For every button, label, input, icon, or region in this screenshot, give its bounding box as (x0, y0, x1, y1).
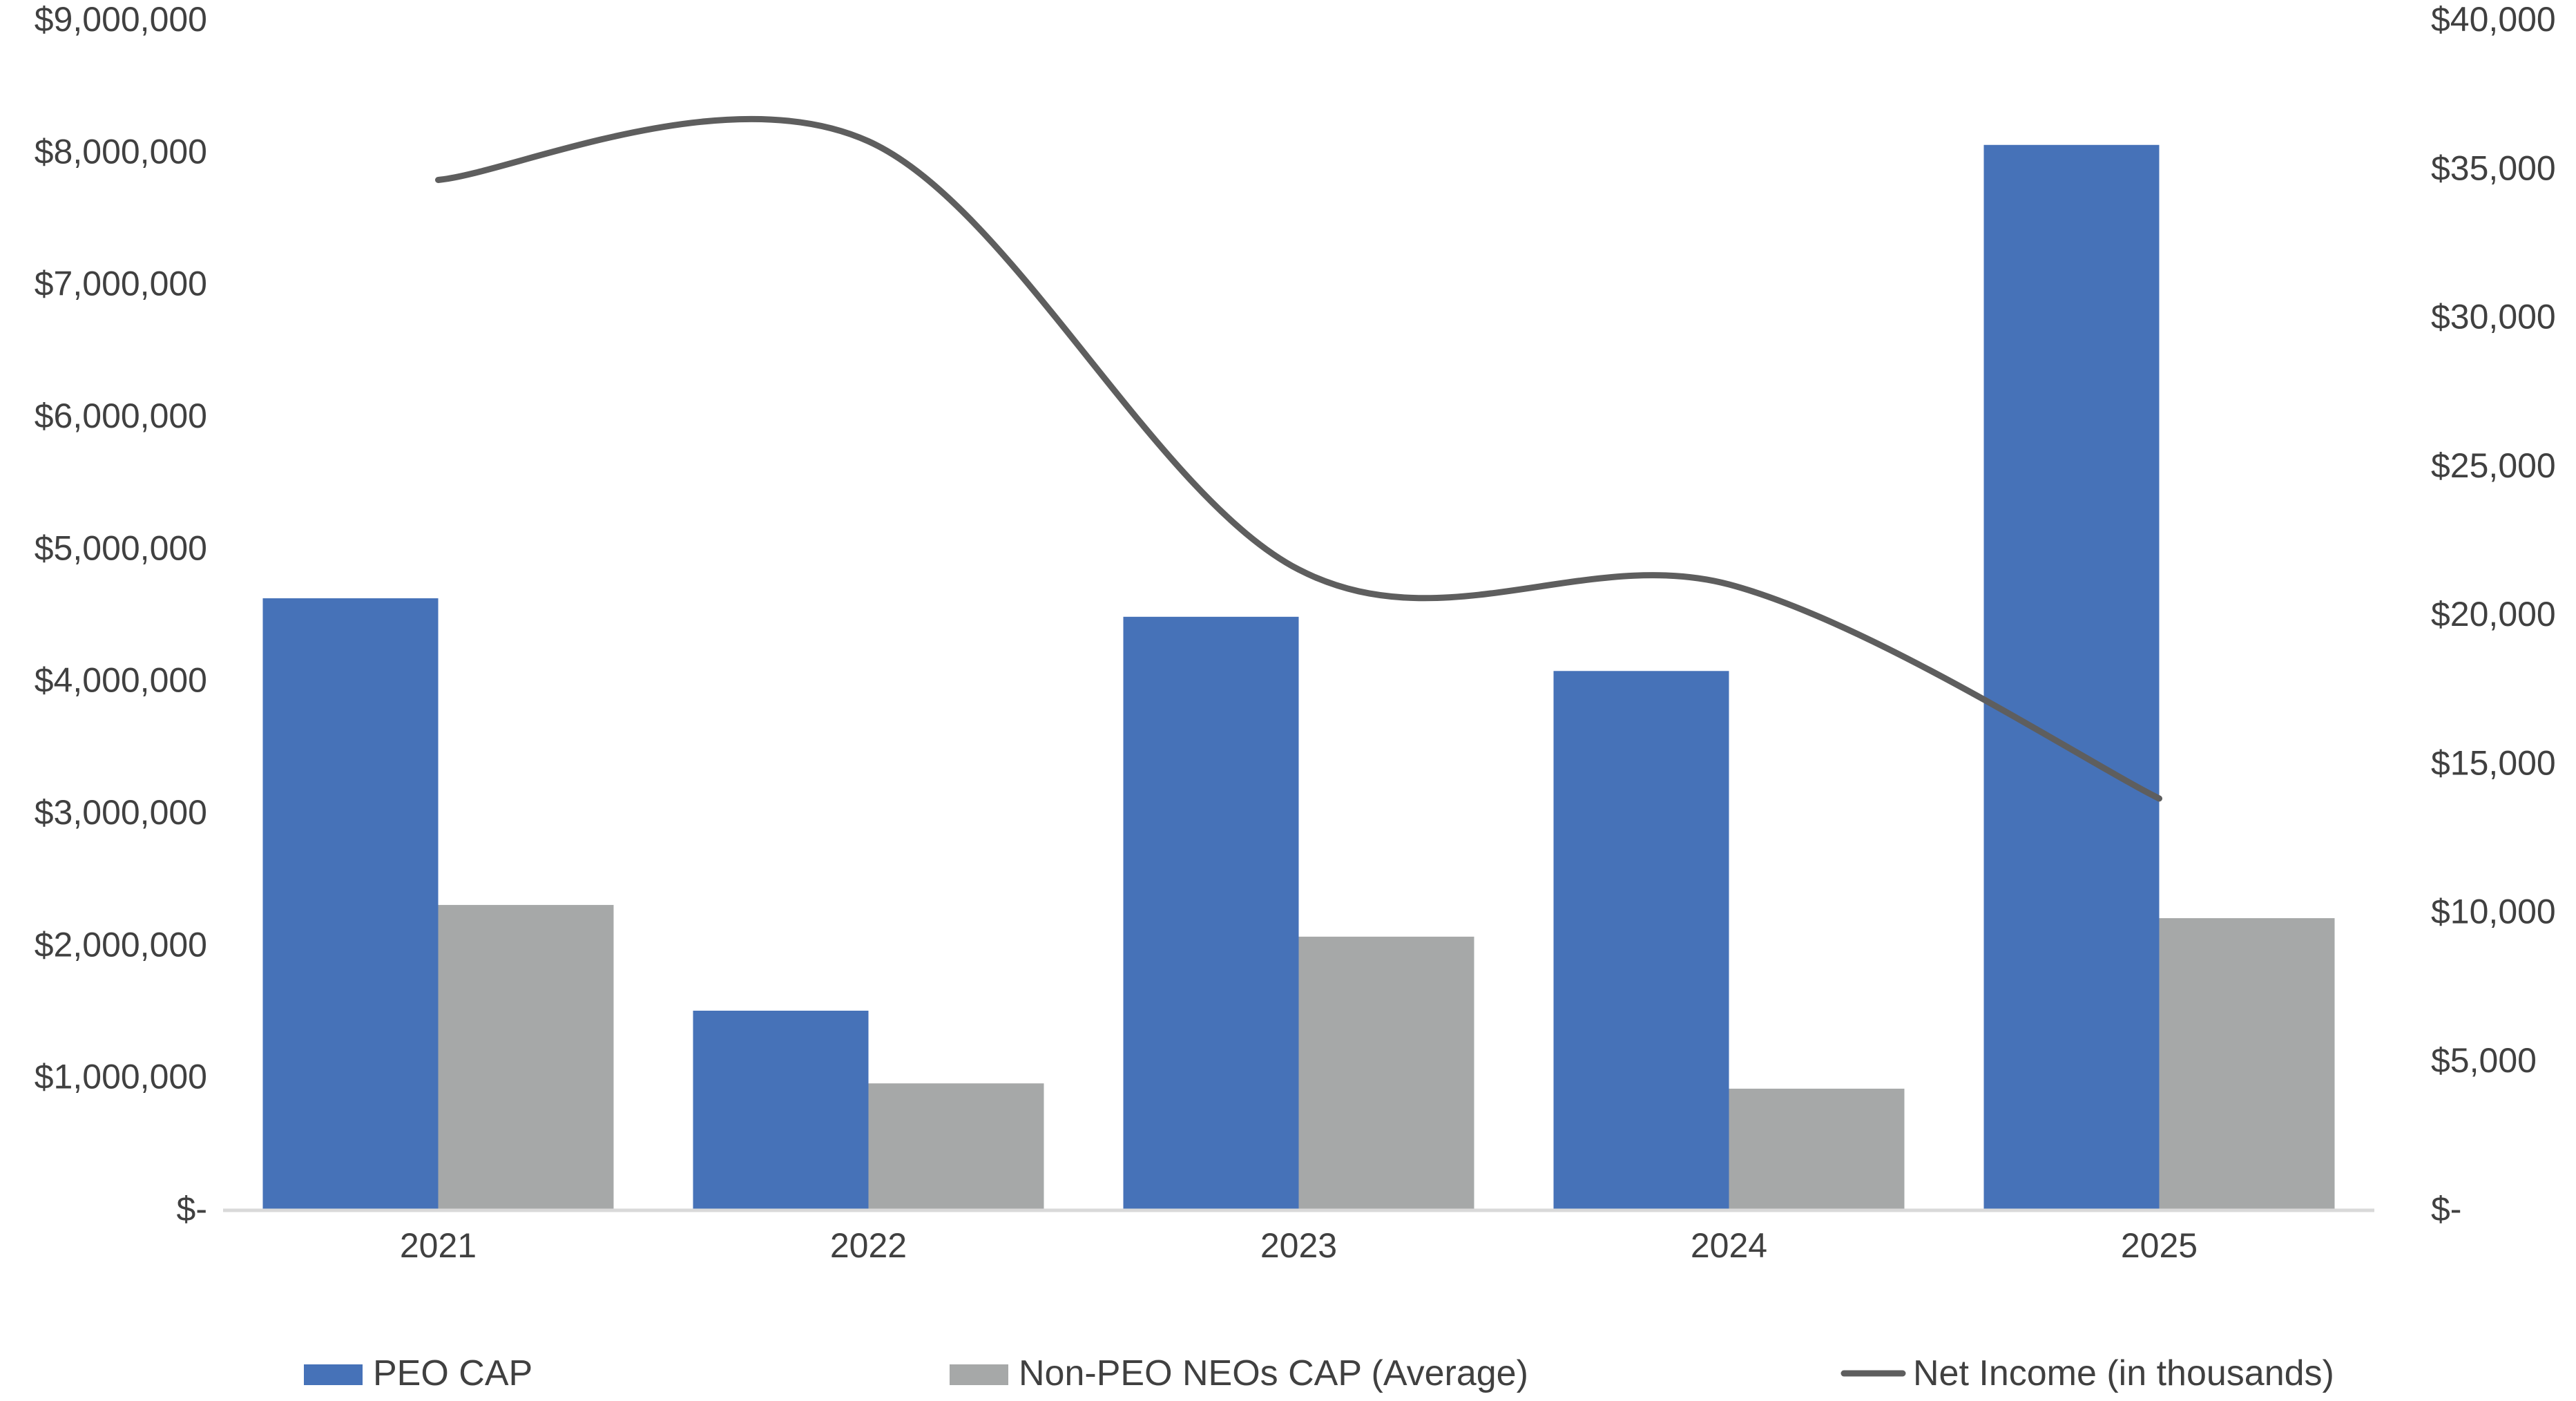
y-left-tick-label: $4,000,000 (35, 661, 207, 700)
y-left-tick-label: $- (177, 1190, 207, 1228)
y-right-tick-label: $15,000 (2431, 743, 2556, 782)
y-left-tick-label: $5,000,000 (35, 528, 207, 567)
bar-non-peo-neos-cap (438, 904, 614, 1209)
y-right-tick-label: $40,000 (2431, 0, 2556, 39)
bar-peo-cap (262, 598, 439, 1209)
legend-label: Net Income (in thousands) (1913, 1353, 2334, 1393)
y-axis-left: $- $1,000,000 $2,000,000 $3,000,000 $4,000,0… (35, 0, 207, 1228)
y-left-tick-label: $1,000,000 (35, 1058, 207, 1096)
y-left-tick-label: $9,000,000 (35, 0, 207, 39)
bar-non-peo-neos-cap (1298, 936, 1474, 1209)
y-left-tick-label: $7,000,000 (35, 265, 207, 303)
y-left-tick-label: $2,000,000 (35, 925, 207, 964)
legend: PEO CAP Non-PEO NEOs CAP (Average) Net Inc… (304, 1353, 2334, 1393)
legend-label: PEO CAP (373, 1353, 532, 1393)
x-tick-label: 2023 (1260, 1226, 1337, 1265)
bar-non-peo-neos-cap (2159, 918, 2335, 1209)
line-net-income (435, 115, 2162, 802)
bar-non-peo-neos-cap (1729, 1088, 1905, 1209)
line-series (435, 115, 2162, 802)
y-right-tick-label: $10,000 (2431, 893, 2556, 931)
y-right-tick-label: $35,000 (2431, 149, 2556, 187)
bar-peo-cap (1553, 671, 1729, 1209)
legend-swatch (950, 1364, 1008, 1385)
legend-swatch (304, 1364, 363, 1385)
y-right-tick-label: $25,000 (2431, 446, 2556, 485)
bar-peo-cap (1123, 616, 1299, 1209)
y-left-tick-label: $8,000,000 (35, 132, 207, 171)
x-axis: 2021 2022 2023 2024 2025 (400, 1226, 2198, 1265)
x-tick-label: 2024 (1691, 1226, 1767, 1265)
bars (262, 144, 2335, 1210)
y-left-tick-label: $3,000,000 (35, 793, 207, 832)
x-tick-label: 2022 (830, 1226, 907, 1265)
bar-peo-cap (693, 1011, 869, 1209)
y-right-tick-label: $5,000 (2431, 1041, 2537, 1080)
y-axis-right: $- $5,000 $10,000 $15,000 $20,000 $25,000 $30,… (2431, 0, 2556, 1228)
y-right-tick-label: $30,000 (2431, 298, 2556, 336)
y-right-tick-label: $20,000 (2431, 595, 2556, 633)
bar-non-peo-neos-cap (868, 1083, 1044, 1209)
legend-label: Non-PEO NEOs CAP (Average) (1019, 1353, 1528, 1393)
bar-peo-cap (1983, 144, 2160, 1210)
x-tick-label: 2025 (2121, 1226, 2198, 1265)
x-tick-label: 2021 (400, 1226, 477, 1265)
y-left-tick-label: $6,000,000 (35, 397, 207, 435)
y-right-tick-label: $- (2431, 1190, 2461, 1228)
